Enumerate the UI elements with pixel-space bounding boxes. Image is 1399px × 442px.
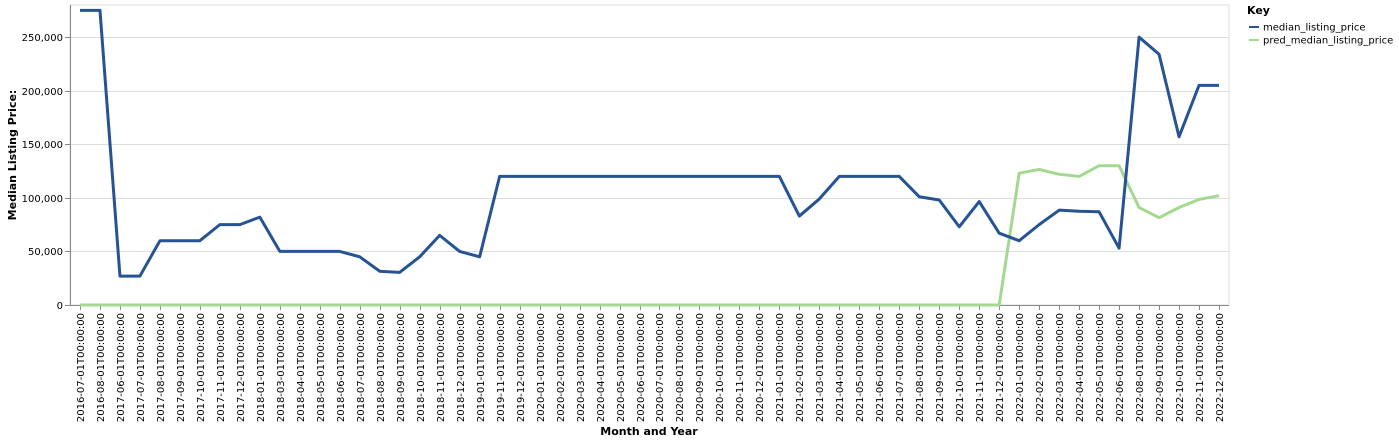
x-tick-label: 2021-08-01T00:00:00 bbox=[915, 313, 926, 422]
x-tick-label: 2017-09-01T00:00:00 bbox=[176, 313, 187, 422]
x-tick-label: 2021-06-01T00:00:00 bbox=[875, 313, 886, 422]
legend: Key median_listing_price pred_median_list… bbox=[1247, 4, 1393, 47]
x-tick-label: 2018-03-01T00:00:00 bbox=[276, 313, 287, 422]
x-tick-label: 2018-12-01T00:00:00 bbox=[456, 313, 467, 422]
x-tick-label: 2022-10-01T00:00:00 bbox=[1175, 313, 1186, 422]
x-tick-label: 2022-02-01T00:00:00 bbox=[1035, 313, 1046, 422]
x-tick-label: 2022-09-01T00:00:00 bbox=[1155, 313, 1166, 422]
y-axis: 0 50,000 100,000 150,000 200,000 250,000 bbox=[22, 5, 71, 312]
x-tick-label: 2017-12-01T00:00:00 bbox=[236, 313, 247, 422]
series-line-pred_median_listing_price bbox=[79, 164, 1220, 307]
x-tick-label: 2022-04-01T00:00:00 bbox=[1075, 313, 1086, 422]
x-tick-label: 2017-08-01T00:00:00 bbox=[156, 313, 167, 422]
x-tick-label: 2019-01-01T00:00:00 bbox=[476, 313, 487, 422]
y-tick-label: 200,000 bbox=[22, 87, 63, 98]
x-tick-label: 2020-06-01T00:00:00 bbox=[636, 313, 647, 422]
x-tick-label: 2018-07-01T00:00:00 bbox=[356, 313, 367, 422]
x-axis: 2016-07-01T00:00:00 2016-08-01T00:00:00 20… bbox=[70, 305, 1229, 422]
x-tick-label: 2022-03-01T00:00:00 bbox=[1055, 313, 1066, 422]
x-tick-label: 2022-05-01T00:00:00 bbox=[1095, 313, 1106, 422]
x-tick-label: 2022-06-01T00:00:00 bbox=[1115, 313, 1126, 422]
x-tick-label: 2019-11-01T00:00:00 bbox=[496, 313, 507, 422]
x-tick-label: 2016-07-01T00:00:00 bbox=[76, 313, 87, 422]
plot-frame bbox=[69, 4, 1230, 306]
x-tick-label: 2020-12-01T00:00:00 bbox=[755, 313, 766, 422]
x-tick-label: 2020-03-01T00:00:00 bbox=[576, 313, 587, 422]
x-tick-label: 2019-12-01T00:00:00 bbox=[516, 313, 527, 422]
x-tick-label: 2022-11-01T00:00:00 bbox=[1195, 313, 1206, 422]
x-tick-label: 2020-09-01T00:00:00 bbox=[695, 313, 706, 422]
legend-label: pred_median_listing_price bbox=[1263, 36, 1393, 47]
x-tick-label: 2022-08-01T00:00:00 bbox=[1135, 313, 1146, 422]
x-tick-label: 2020-02-01T00:00:00 bbox=[556, 313, 567, 422]
x-tick-label: 2022-12-01T00:00:00 bbox=[1215, 313, 1226, 422]
series-line-median_listing_price bbox=[79, 8, 1220, 278]
x-tick-label: 2018-08-01T00:00:00 bbox=[376, 313, 387, 422]
x-tick-label: 2018-11-01T00:00:00 bbox=[436, 313, 447, 422]
x-tick-label: 2021-02-01T00:00:00 bbox=[795, 313, 806, 422]
x-tick-label: 2021-03-01T00:00:00 bbox=[815, 313, 826, 422]
legend-title: Key bbox=[1247, 4, 1270, 17]
y-tick-label: 150,000 bbox=[22, 140, 63, 151]
x-tick-label: 2017-10-01T00:00:00 bbox=[196, 313, 207, 422]
x-axis-title: Month and Year bbox=[600, 425, 698, 438]
x-tick-label: 2021-10-01T00:00:00 bbox=[955, 313, 966, 422]
x-tick-label: 2020-04-01T00:00:00 bbox=[596, 313, 607, 422]
x-tick-label: 2017-06-01T00:00:00 bbox=[116, 313, 127, 422]
y-axis-title: Median Listing Price: bbox=[6, 90, 19, 221]
x-tick-label: 2021-01-01T00:00:00 bbox=[775, 313, 786, 422]
x-tick-label: 2018-10-01T00:00:00 bbox=[416, 313, 427, 422]
x-tick-label: 2018-04-01T00:00:00 bbox=[296, 313, 307, 422]
x-tick-label: 2021-12-01T00:00:00 bbox=[995, 313, 1006, 422]
x-tick-label: 2018-06-01T00:00:00 bbox=[336, 313, 347, 422]
x-tick-label: 2017-07-01T00:00:00 bbox=[136, 313, 147, 422]
y-tick-label: 100,000 bbox=[22, 194, 63, 205]
x-tick-label: 2021-09-01T00:00:00 bbox=[935, 313, 946, 422]
x-tick-label: 2020-01-01T00:00:00 bbox=[536, 313, 547, 422]
y-tick-label: 0 bbox=[57, 301, 63, 312]
x-tick-label: 2021-07-01T00:00:00 bbox=[895, 313, 906, 422]
x-tick-label: 2020-07-01T00:00:00 bbox=[655, 313, 666, 422]
x-tick-label: 2018-01-01T00:00:00 bbox=[256, 313, 267, 422]
x-tick-label: 2020-10-01T00:00:00 bbox=[715, 313, 726, 422]
x-tick-label: 2021-04-01T00:00:00 bbox=[835, 313, 846, 422]
x-tick-label: 2021-11-01T00:00:00 bbox=[975, 313, 986, 422]
series-lines bbox=[79, 8, 1220, 307]
x-tick-label: 2018-09-01T00:00:00 bbox=[396, 313, 407, 422]
x-tick-label: 2020-08-01T00:00:00 bbox=[675, 313, 686, 422]
x-tick-label: 2018-05-01T00:00:00 bbox=[316, 313, 327, 422]
x-tick-label: 2017-11-01T00:00:00 bbox=[216, 313, 227, 422]
x-tick-label: 2020-11-01T00:00:00 bbox=[735, 313, 746, 422]
x-tick-label: 2020-05-01T00:00:00 bbox=[616, 313, 627, 422]
y-tick-label: 250,000 bbox=[22, 33, 63, 44]
x-tick-label: 2022-01-01T00:00:00 bbox=[1015, 313, 1026, 422]
legend-label: median_listing_price bbox=[1263, 23, 1366, 34]
gridlines bbox=[69, 4, 1230, 306]
y-tick-label: 50,000 bbox=[28, 247, 63, 258]
x-tick-label: 2016-08-01T00:00:00 bbox=[96, 313, 107, 422]
x-tick-label: 2021-05-01T00:00:00 bbox=[855, 313, 866, 422]
